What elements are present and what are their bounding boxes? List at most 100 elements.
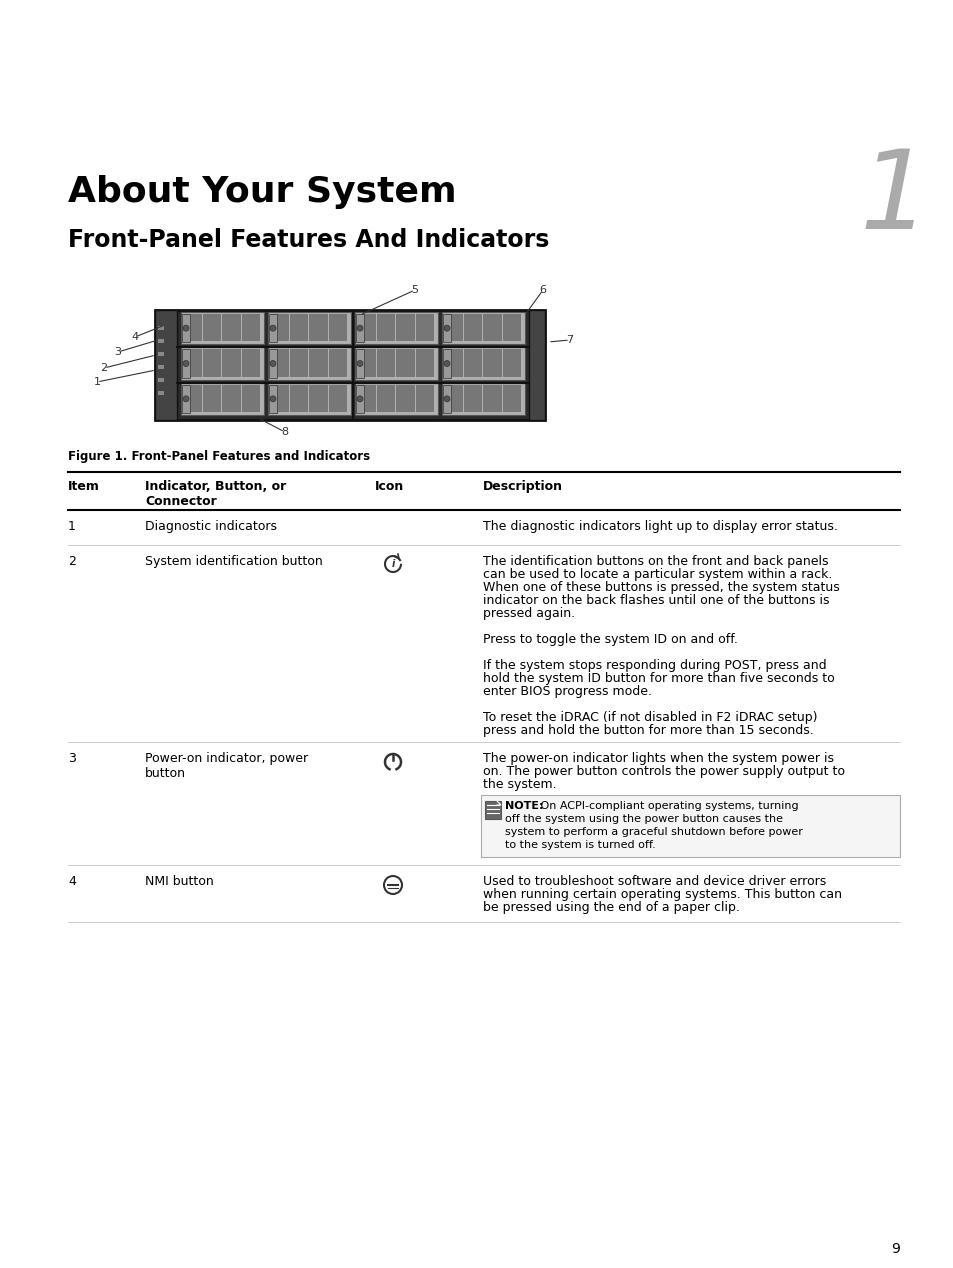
Text: The identification buttons on the front and back panels: The identification buttons on the front … <box>482 555 827 568</box>
Text: Indicator, Button, or
Connector: Indicator, Button, or Connector <box>145 481 286 508</box>
Bar <box>271 314 289 341</box>
Bar <box>480 795 899 857</box>
Bar <box>309 349 328 377</box>
Bar <box>203 384 221 412</box>
Bar <box>355 312 437 345</box>
Text: the system.: the system. <box>482 779 556 791</box>
Bar <box>241 314 260 341</box>
Bar <box>158 378 164 382</box>
Text: 7: 7 <box>566 335 573 345</box>
Bar <box>483 349 501 377</box>
Bar <box>182 384 190 413</box>
Bar <box>416 384 434 412</box>
Text: 4: 4 <box>132 332 138 342</box>
Bar <box>158 391 164 396</box>
Bar <box>502 384 520 412</box>
Bar <box>158 326 164 330</box>
Bar <box>355 384 364 413</box>
Text: indicator on the back flashes until one of the buttons is: indicator on the back flashes until one … <box>482 593 828 607</box>
Bar <box>309 314 328 341</box>
Bar <box>222 384 240 412</box>
Bar <box>442 384 451 413</box>
Text: to the system is turned off.: to the system is turned off. <box>504 839 655 850</box>
Bar <box>158 365 164 369</box>
Text: can be used to locate a particular system within a rack.: can be used to locate a particular syste… <box>482 568 832 581</box>
Text: About Your System: About Your System <box>68 175 456 209</box>
Text: 4: 4 <box>68 875 76 888</box>
Bar <box>158 353 164 356</box>
Text: enter BIOS progress mode.: enter BIOS progress mode. <box>482 685 651 697</box>
Bar <box>355 314 364 342</box>
Text: 1: 1 <box>68 520 76 533</box>
Text: Icon: Icon <box>375 481 404 493</box>
Bar <box>502 349 520 377</box>
Text: 2: 2 <box>100 363 108 373</box>
Bar <box>181 312 264 345</box>
Text: The power-on indicator lights when the system power is: The power-on indicator lights when the s… <box>482 752 833 765</box>
Bar <box>355 347 437 379</box>
Text: when running certain operating systems. This button can: when running certain operating systems. … <box>482 888 841 902</box>
Bar <box>184 314 202 341</box>
Text: 1: 1 <box>859 145 929 252</box>
Bar <box>529 309 544 420</box>
Bar <box>357 384 375 412</box>
Text: On ACPI-compliant operating systems, turning: On ACPI-compliant operating systems, tur… <box>537 801 798 812</box>
Bar <box>158 339 164 344</box>
Bar <box>357 314 375 341</box>
Bar <box>182 349 190 378</box>
Circle shape <box>356 325 363 331</box>
Text: Description: Description <box>482 481 562 493</box>
Bar <box>396 314 415 341</box>
Bar <box>444 384 463 412</box>
Bar <box>184 349 202 377</box>
Bar <box>416 349 434 377</box>
Bar <box>396 384 415 412</box>
Text: 8: 8 <box>281 427 288 437</box>
Bar <box>483 314 501 341</box>
Bar <box>268 347 351 379</box>
Bar <box>203 314 221 341</box>
Bar <box>355 383 437 415</box>
Bar <box>290 349 308 377</box>
Bar <box>290 384 308 412</box>
Text: Figure 1. Front-Panel Features and Indicators: Figure 1. Front-Panel Features and Indic… <box>68 450 370 463</box>
Bar <box>154 309 177 420</box>
Bar <box>376 349 395 377</box>
Bar <box>203 349 221 377</box>
Text: 3: 3 <box>114 347 121 358</box>
Bar <box>268 312 351 345</box>
Bar <box>222 349 240 377</box>
Circle shape <box>183 325 189 331</box>
Bar <box>442 349 451 378</box>
Text: NOTE:: NOTE: <box>504 801 543 812</box>
Bar <box>268 383 351 415</box>
Text: 6: 6 <box>539 285 546 295</box>
Text: Used to troubleshoot software and device driver errors: Used to troubleshoot software and device… <box>482 875 825 888</box>
Circle shape <box>270 360 275 366</box>
Text: off the system using the power button causes the: off the system using the power button ca… <box>504 814 782 824</box>
Text: pressed again.: pressed again. <box>482 607 575 620</box>
Text: 2: 2 <box>68 555 76 568</box>
Text: NMI button: NMI button <box>145 875 213 888</box>
Text: press and hold the button for more than 15 seconds.: press and hold the button for more than … <box>482 724 813 737</box>
Bar <box>329 349 347 377</box>
Bar <box>329 384 347 412</box>
Text: 5: 5 <box>411 285 418 295</box>
Text: i: i <box>391 559 395 569</box>
Bar <box>357 349 375 377</box>
Circle shape <box>183 396 189 402</box>
Bar <box>442 314 451 342</box>
Text: Item: Item <box>68 481 100 493</box>
Bar <box>241 384 260 412</box>
Bar <box>396 349 415 377</box>
Bar <box>181 383 264 415</box>
Bar <box>271 384 289 412</box>
Text: Press to toggle the system ID on and off.: Press to toggle the system ID on and off… <box>482 633 737 645</box>
Text: be pressed using the end of a paper clip.: be pressed using the end of a paper clip… <box>482 902 740 914</box>
Bar <box>222 314 240 341</box>
Bar <box>441 312 524 345</box>
Text: on. The power button controls the power supply output to: on. The power button controls the power … <box>482 765 844 779</box>
Bar <box>309 384 328 412</box>
Circle shape <box>270 325 275 331</box>
Bar <box>376 314 395 341</box>
